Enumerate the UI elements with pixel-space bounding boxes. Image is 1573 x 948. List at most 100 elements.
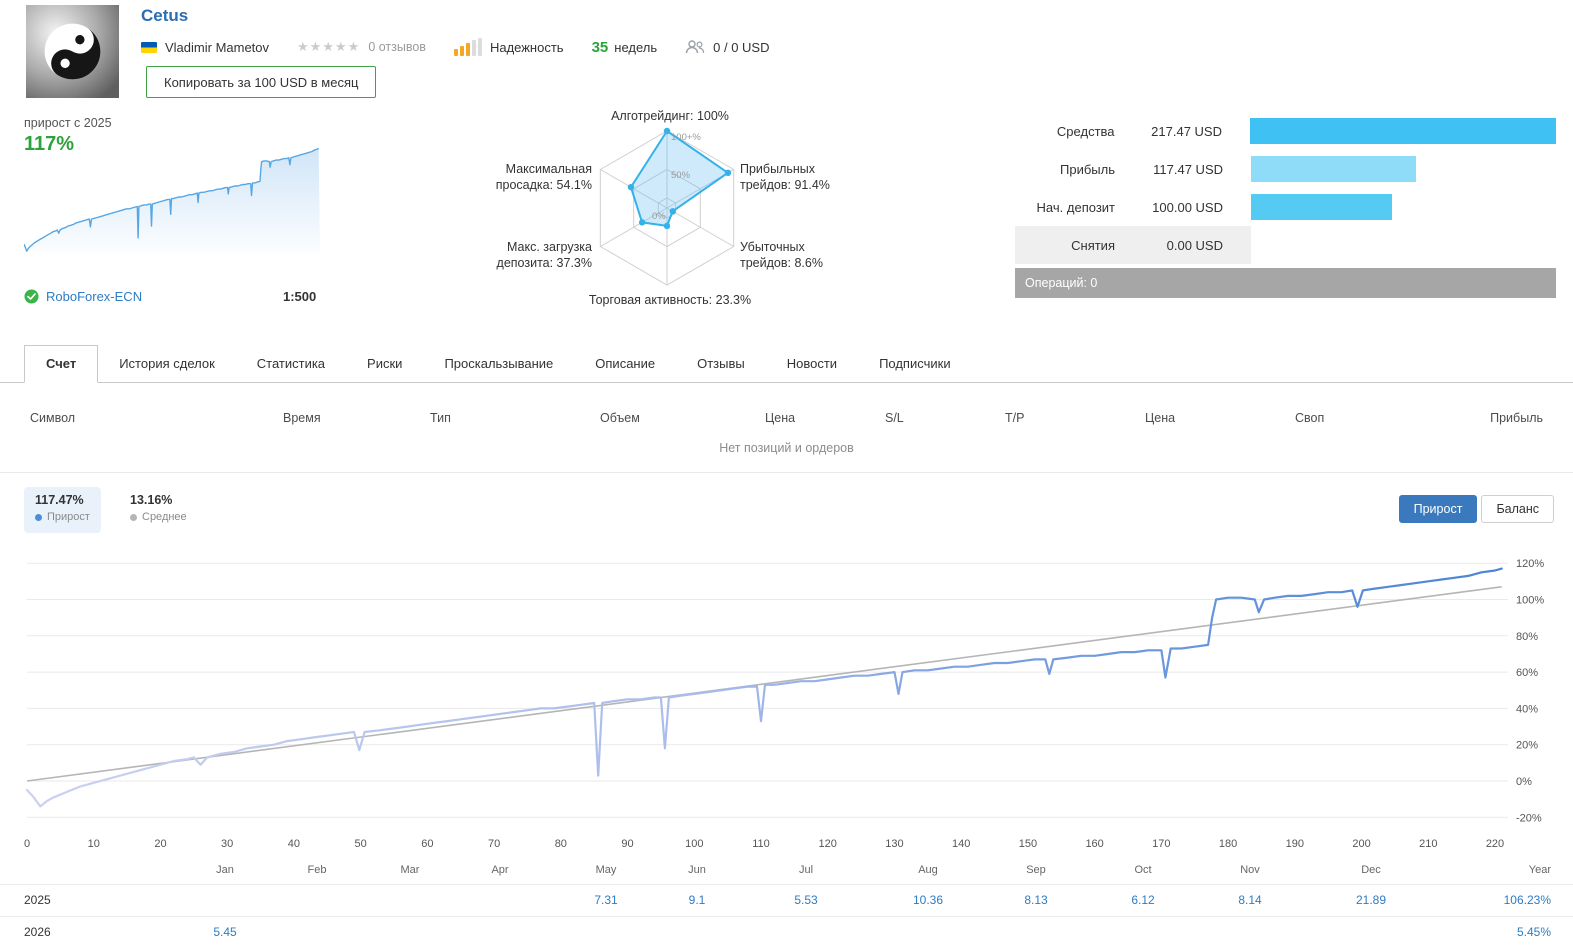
svg-text:50%: 50% (671, 170, 691, 181)
monthly-returns-row-2026: 2026 5.45 5.45% (0, 916, 1573, 948)
tab-2[interactable]: История сделок (119, 356, 215, 371)
signal-avatar (24, 5, 121, 98)
page-title: Cetus (141, 6, 189, 25)
balance-mode-button[interactable]: Баланс (1481, 495, 1554, 523)
radar-axis (666, 207, 734, 247)
stat-row-withdrawals: Снятия 0.00 USD (1015, 226, 1556, 264)
svg-text:40%: 40% (1516, 703, 1538, 715)
weeks-value: 35 (591, 38, 609, 56)
growth-caption: прирост с 2025 (24, 116, 112, 130)
svg-text:10: 10 (88, 838, 100, 850)
radar-label-loss-trades: Убыточных трейдов: 8.6% (740, 240, 823, 270)
profit-bar (1251, 156, 1416, 182)
svg-text:110: 110 (752, 838, 770, 850)
growth-mode-button[interactable]: Прирост (1398, 495, 1478, 523)
growth-value: 117% (24, 133, 75, 155)
positions-column-header: Символ (30, 411, 76, 425)
tab-8[interactable]: Новости (786, 356, 838, 371)
positions-column-header: Прибыль (1490, 411, 1543, 425)
radar-label-max-drawdown: Максимальная просадка: 54.1% (495, 162, 592, 192)
svg-text:150: 150 (1019, 838, 1037, 850)
positions-empty-message: Нет позиций и ордеров (719, 441, 854, 455)
operations-banner: Операций: 0 (1015, 268, 1556, 298)
svg-text:100+%: 100+% (671, 132, 701, 143)
main-growth-chart[interactable]: -20% 0% 20% 40% 60% 80% 100% 120% 0 10 20 30 40 50 60 7… (0, 535, 1573, 855)
month-column-label: Sep (1026, 864, 1046, 876)
svg-text:90: 90 (621, 838, 633, 850)
month-column-label: Dec (1361, 864, 1381, 876)
month-column-label: Jul (798, 864, 814, 876)
positions-column-header: Объем (600, 411, 640, 425)
deposit-bar (1251, 194, 1392, 220)
positions-column-header: Цена (1145, 411, 1176, 425)
average-percent: 13.16% (130, 493, 173, 507)
svg-text:80%: 80% (1516, 631, 1538, 643)
yin-yang-icon (26, 5, 119, 98)
tab-5[interactable]: Проскальзывание (444, 356, 554, 371)
svg-text:130: 130 (885, 838, 903, 850)
stat-label: Средства (1056, 123, 1115, 139)
radar-vertex-dot (638, 219, 646, 226)
svg-text:0: 0 (24, 838, 30, 850)
rating-stars-icon: ★★★★★ (297, 39, 361, 54)
growth-summary: прирост с 2025 117% RoboForex-ECN 1:500 (24, 116, 324, 311)
svg-text:20: 20 (154, 838, 166, 850)
stat-row-profit: Прибыль 117.47 USD (1015, 150, 1556, 188)
leverage-value: 1:500 (283, 289, 317, 304)
month-column-label: Jun (688, 864, 706, 876)
author-name[interactable]: Vladimir Mametov (165, 39, 270, 55)
year-label: 2026 (24, 925, 51, 939)
svg-text:30: 30 (221, 838, 233, 850)
tab-9[interactable]: Подписчики (879, 356, 951, 371)
positions-column-header: Цена (765, 411, 796, 425)
radar-chart: 100+% 50% 0% (599, 127, 735, 286)
monthly-return-value: 8.13 (1024, 893, 1048, 907)
month-columns-row: Jan Feb Mar Apr May Jun Jul Aug Sep Oct Nov Dec Year (0, 858, 1573, 884)
reliability-icon (453, 38, 482, 56)
svg-text:60: 60 (421, 838, 433, 850)
growth-percent: 117.47% (35, 493, 84, 507)
year-column-label: Year (1528, 864, 1551, 876)
legend-growth-chip[interactable]: 117.47% Прирост (24, 487, 101, 533)
legend-average-chip[interactable]: 13.16% Среднее (119, 487, 198, 533)
monthly-returns-row-2025: 2025 7.31 9.1 5.53 10.36 8.13 6.12 8.14 21.89 106… (0, 884, 1573, 916)
radar-label-activity: Торговая активность: 23.3% (588, 293, 752, 307)
tab-1[interactable]: Счет (24, 345, 99, 383)
tab-bar: Счет История сделок Статистика Риски Проскал… (0, 345, 1573, 383)
reviews-link[interactable]: 0 отзывов (368, 40, 426, 54)
svg-text:0%: 0% (1516, 776, 1532, 788)
reliability-label: Надежность (489, 39, 564, 55)
tab-3[interactable]: Статистика (256, 356, 326, 371)
svg-text:70: 70 (488, 838, 500, 850)
tab-7[interactable]: Отзывы (697, 356, 745, 371)
month-column-label: Feb (307, 864, 327, 876)
radar-vertex-dot (663, 127, 671, 135)
svg-text:120%: 120% (1516, 558, 1544, 570)
monthly-return-value: 8.14 (1238, 893, 1262, 907)
account-stats-panel: Средства 217.47 USD Прибыль 117.47 USD Н… (1015, 112, 1556, 298)
svg-text:210: 210 (1419, 838, 1437, 850)
month-column-label: Mar (400, 864, 420, 876)
svg-text:20%: 20% (1516, 740, 1538, 752)
year-total: 106.23% (1503, 893, 1551, 907)
svg-text:160: 160 (1085, 838, 1103, 850)
positions-column-header: Своп (1295, 411, 1325, 425)
month-column-label: Aug (918, 864, 938, 876)
monthly-return-value: 5.53 (794, 893, 818, 907)
broker-row: RoboForex-ECN 1:500 (24, 288, 324, 306)
svg-text:190: 190 (1286, 838, 1304, 850)
broker-link[interactable]: RoboForex-ECN (46, 289, 143, 304)
svg-text:100: 100 (685, 838, 703, 850)
svg-text:170: 170 (1152, 838, 1170, 850)
month-column-label: Jan (216, 864, 234, 876)
month-column-label: May (595, 864, 617, 876)
tab-6[interactable]: Описание (595, 356, 656, 371)
svg-text:60%: 60% (1516, 667, 1538, 679)
growth-line (25, 567, 1503, 808)
tab-4[interactable]: Риски (367, 356, 403, 371)
average-line (26, 586, 1502, 782)
monthly-return-value: 9.1 (688, 893, 706, 907)
stat-value: 217.47 USD (1151, 123, 1222, 139)
copy-signal-button[interactable]: Копировать за 100 USD в месяц (146, 66, 377, 98)
